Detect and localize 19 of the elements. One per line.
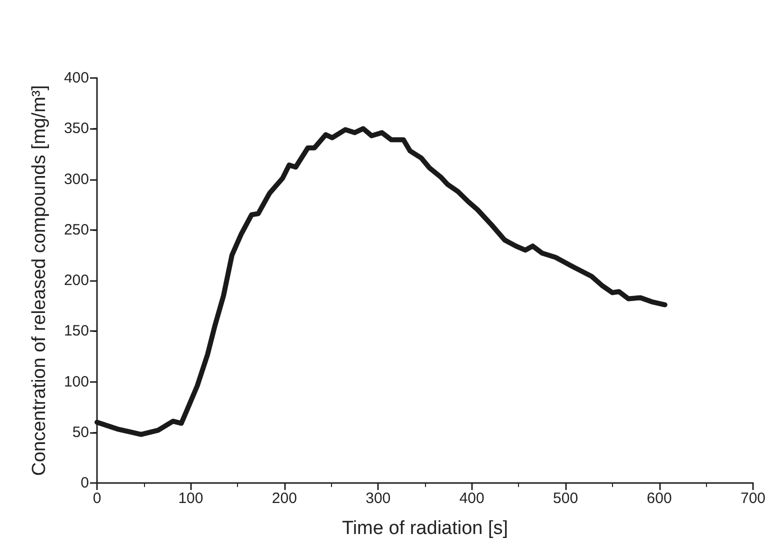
y-tick-label: 50 [72,424,89,441]
y-tick-label: 100 [64,373,89,390]
x-tick-label: 700 [740,490,766,507]
x-tick-label: 200 [272,490,297,507]
x-axis-title: Time of radiation [s] [342,518,508,539]
y-axis-title: Concentration of released compounds [mg/m³] [29,85,50,476]
x-tick-label: 300 [366,490,391,507]
x-tick-label: 500 [553,490,578,507]
x-tick-label: 0 [92,490,102,507]
x-tick-label: 100 [178,490,204,507]
y-tick-label: 300 [64,170,89,188]
y-tick-label: 200 [64,272,89,289]
x-tick-label: 600 [646,490,672,507]
y-tick-label: 150 [64,322,89,340]
y-tick-label: 400 [64,70,89,86]
y-tick-label: 250 [64,221,89,238]
y-tick-label: 0 [80,474,89,492]
x-tick-label: 400 [459,490,484,507]
y-tick-label: 350 [64,120,89,138]
